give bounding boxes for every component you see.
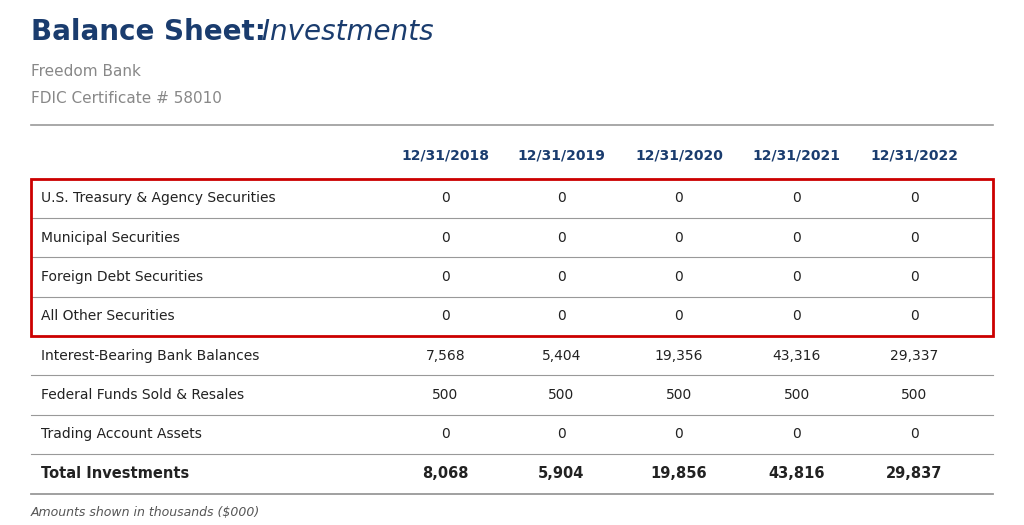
Text: 29,337: 29,337 — [890, 349, 939, 363]
Text: 500: 500 — [432, 388, 459, 402]
Text: 0: 0 — [557, 309, 565, 323]
Text: 500: 500 — [901, 388, 928, 402]
Text: U.S. Treasury & Agency Securities: U.S. Treasury & Agency Securities — [41, 191, 275, 205]
Text: 12/31/2021: 12/31/2021 — [753, 148, 841, 162]
Text: 0: 0 — [675, 309, 683, 323]
Text: 29,837: 29,837 — [886, 466, 943, 481]
Text: 12/31/2022: 12/31/2022 — [870, 148, 958, 162]
Text: 0: 0 — [441, 427, 450, 442]
Text: 500: 500 — [666, 388, 692, 402]
Text: Total Investments: Total Investments — [41, 466, 189, 481]
Text: 0: 0 — [675, 230, 683, 245]
Text: 0: 0 — [441, 270, 450, 284]
Text: 5,404: 5,404 — [542, 349, 581, 363]
Text: 0: 0 — [557, 230, 565, 245]
Text: Trading Account Assets: Trading Account Assets — [41, 427, 202, 442]
Text: 0: 0 — [793, 270, 801, 284]
Text: 7,568: 7,568 — [426, 349, 465, 363]
Text: 19,856: 19,856 — [650, 466, 708, 481]
Text: 0: 0 — [793, 230, 801, 245]
Text: Investments: Investments — [253, 18, 433, 46]
Text: 0: 0 — [675, 427, 683, 442]
Text: 0: 0 — [793, 427, 801, 442]
Text: 12/31/2019: 12/31/2019 — [517, 148, 605, 162]
Text: 0: 0 — [441, 230, 450, 245]
Text: 5,904: 5,904 — [538, 466, 585, 481]
Text: 0: 0 — [910, 230, 919, 245]
Text: All Other Securities: All Other Securities — [41, 309, 174, 323]
Text: 0: 0 — [675, 191, 683, 205]
Text: 0: 0 — [910, 309, 919, 323]
Text: 0: 0 — [441, 309, 450, 323]
Text: 0: 0 — [793, 191, 801, 205]
Text: 12/31/2020: 12/31/2020 — [635, 148, 723, 162]
Text: 500: 500 — [548, 388, 574, 402]
Text: 12/31/2018: 12/31/2018 — [401, 148, 489, 162]
Text: 43,316: 43,316 — [772, 349, 821, 363]
Text: 0: 0 — [441, 191, 450, 205]
Text: 0: 0 — [557, 427, 565, 442]
Text: 0: 0 — [557, 270, 565, 284]
Text: 19,356: 19,356 — [654, 349, 703, 363]
Text: 43,816: 43,816 — [768, 466, 825, 481]
Text: 8,068: 8,068 — [422, 466, 469, 481]
Text: Freedom Bank: Freedom Bank — [31, 64, 140, 79]
Text: Federal Funds Sold & Resales: Federal Funds Sold & Resales — [41, 388, 244, 402]
Text: FDIC Certificate # 58010: FDIC Certificate # 58010 — [31, 91, 221, 107]
Text: 0: 0 — [910, 427, 919, 442]
Text: 0: 0 — [910, 191, 919, 205]
Text: 0: 0 — [793, 309, 801, 323]
Text: 0: 0 — [557, 191, 565, 205]
Text: Interest-Bearing Bank Balances: Interest-Bearing Bank Balances — [41, 349, 259, 363]
Text: Amounts shown in thousands ($000): Amounts shown in thousands ($000) — [31, 506, 260, 519]
Text: 0: 0 — [675, 270, 683, 284]
Text: Foreign Debt Securities: Foreign Debt Securities — [41, 270, 203, 284]
Text: 0: 0 — [910, 270, 919, 284]
Text: Municipal Securities: Municipal Securities — [41, 230, 180, 245]
Text: Balance Sheet:: Balance Sheet: — [31, 18, 265, 46]
Text: 500: 500 — [783, 388, 810, 402]
